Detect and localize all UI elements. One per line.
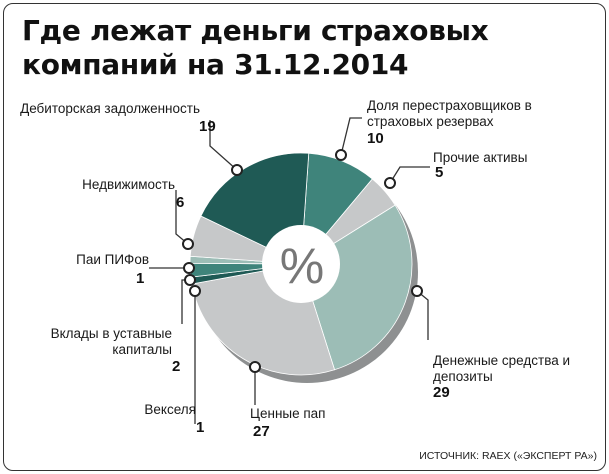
slice-label-6: Вклады в уставные капиталы [50, 326, 172, 357]
slice-value-2: 5 [435, 164, 444, 181]
donut-hole [262, 225, 340, 303]
slice-label-4: Ценные пап [250, 406, 326, 421]
slice-value-4: 27 [253, 423, 270, 440]
leader-marker-7 [183, 262, 195, 274]
chart-title: Где лежат деньги страховых компаний на 3… [22, 14, 489, 82]
title-line-2: компаний на 31.12.2014 [22, 48, 409, 81]
leader-markers [182, 149, 423, 373]
title-line-1: Где лежат деньги страховых [22, 14, 489, 47]
leader-line-3 [416, 290, 429, 340]
leader-marker-9 [231, 164, 243, 176]
slice-label-8: Недвижимость [82, 177, 175, 192]
slice-label-7: Паи ПИФов [76, 252, 149, 267]
center-percent-symbol: % [280, 238, 324, 294]
slice-value-8: 6 [176, 194, 185, 211]
leader-marker-1 [335, 149, 347, 161]
slice-label-9: Дебиторская задолженность [20, 101, 200, 116]
slice-value-5: 1 [196, 419, 205, 436]
slice-label-3: Денежные средства и депозиты [433, 353, 571, 384]
slice-value-7: 1 [136, 270, 145, 287]
source-note: ИСТОЧНИК: RAEX («ЭКСПЕРТ РА») [419, 450, 597, 462]
leader-marker-6 [184, 274, 196, 286]
slice-value-9: 19 [199, 118, 216, 135]
leader-line-6 [181, 279, 190, 324]
slice-value-6: 2 [172, 358, 181, 375]
leader-line-9 [209, 120, 238, 171]
leader-line-1 [340, 117, 362, 156]
slice-value-3: 29 [433, 384, 450, 401]
leader-marker-3 [411, 285, 423, 297]
slice-label-2: Прочие активы [433, 150, 528, 165]
leader-marker-5 [189, 285, 201, 297]
slice-value-1: 10 [367, 130, 384, 147]
leader-line-2 [389, 166, 430, 184]
leader-marker-8 [182, 238, 194, 250]
leader-marker-4 [249, 361, 261, 373]
leader-marker-2 [384, 177, 396, 189]
slice-label-1: Доля перестраховщиков в страховых резерв… [367, 98, 532, 129]
slice-label-5: Векселя [144, 402, 196, 417]
